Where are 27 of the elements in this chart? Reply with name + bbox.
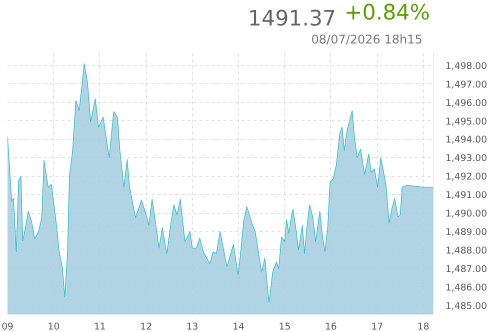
y-tick-label: 1,485.00 <box>446 300 488 312</box>
chart-title: 1491.37 <box>248 6 336 32</box>
text: +0.84% <box>344 0 430 26</box>
x-tick-label: 17 <box>371 322 384 332</box>
y-tick-label: 1,497.00 <box>446 79 488 90</box>
y-tick-label: 1,487.00 <box>446 264 488 275</box>
chart-subtitle: 08/07/2026 18h15 <box>311 32 422 46</box>
x-tick-label: 11 <box>94 322 106 332</box>
x-tick-label: 13 <box>186 322 198 332</box>
y-tick-label: 1,492.00 <box>446 172 488 183</box>
x-tick-label: 15 <box>278 322 291 332</box>
y-tick-label: 1,493.00 <box>446 153 488 164</box>
y-tick-label: 1,490.00 <box>446 208 488 220</box>
x-tick-label: 10 <box>48 322 60 332</box>
x-tick-label: 18 <box>417 322 430 332</box>
y-tick-label: 1,491.00 <box>446 190 488 202</box>
x-tick-label: 09 <box>2 322 14 332</box>
y-tick-label: 1,486.00 <box>446 282 488 294</box>
x-tick-label: 14 <box>232 322 245 332</box>
x-tick-label: 12 <box>140 322 152 332</box>
y-tick-label: 1,496.00 <box>446 98 488 109</box>
y-tick-label: 1,498.00 <box>446 60 488 72</box>
y-tick-label: 1,494.00 <box>446 134 488 146</box>
y-tick-label: 1,488.00 <box>446 245 488 256</box>
y-tick-label: 1,489.00 <box>446 226 488 238</box>
y-tick-label: 1,495.00 <box>446 116 488 128</box>
x-tick-label: 16 <box>324 322 337 332</box>
